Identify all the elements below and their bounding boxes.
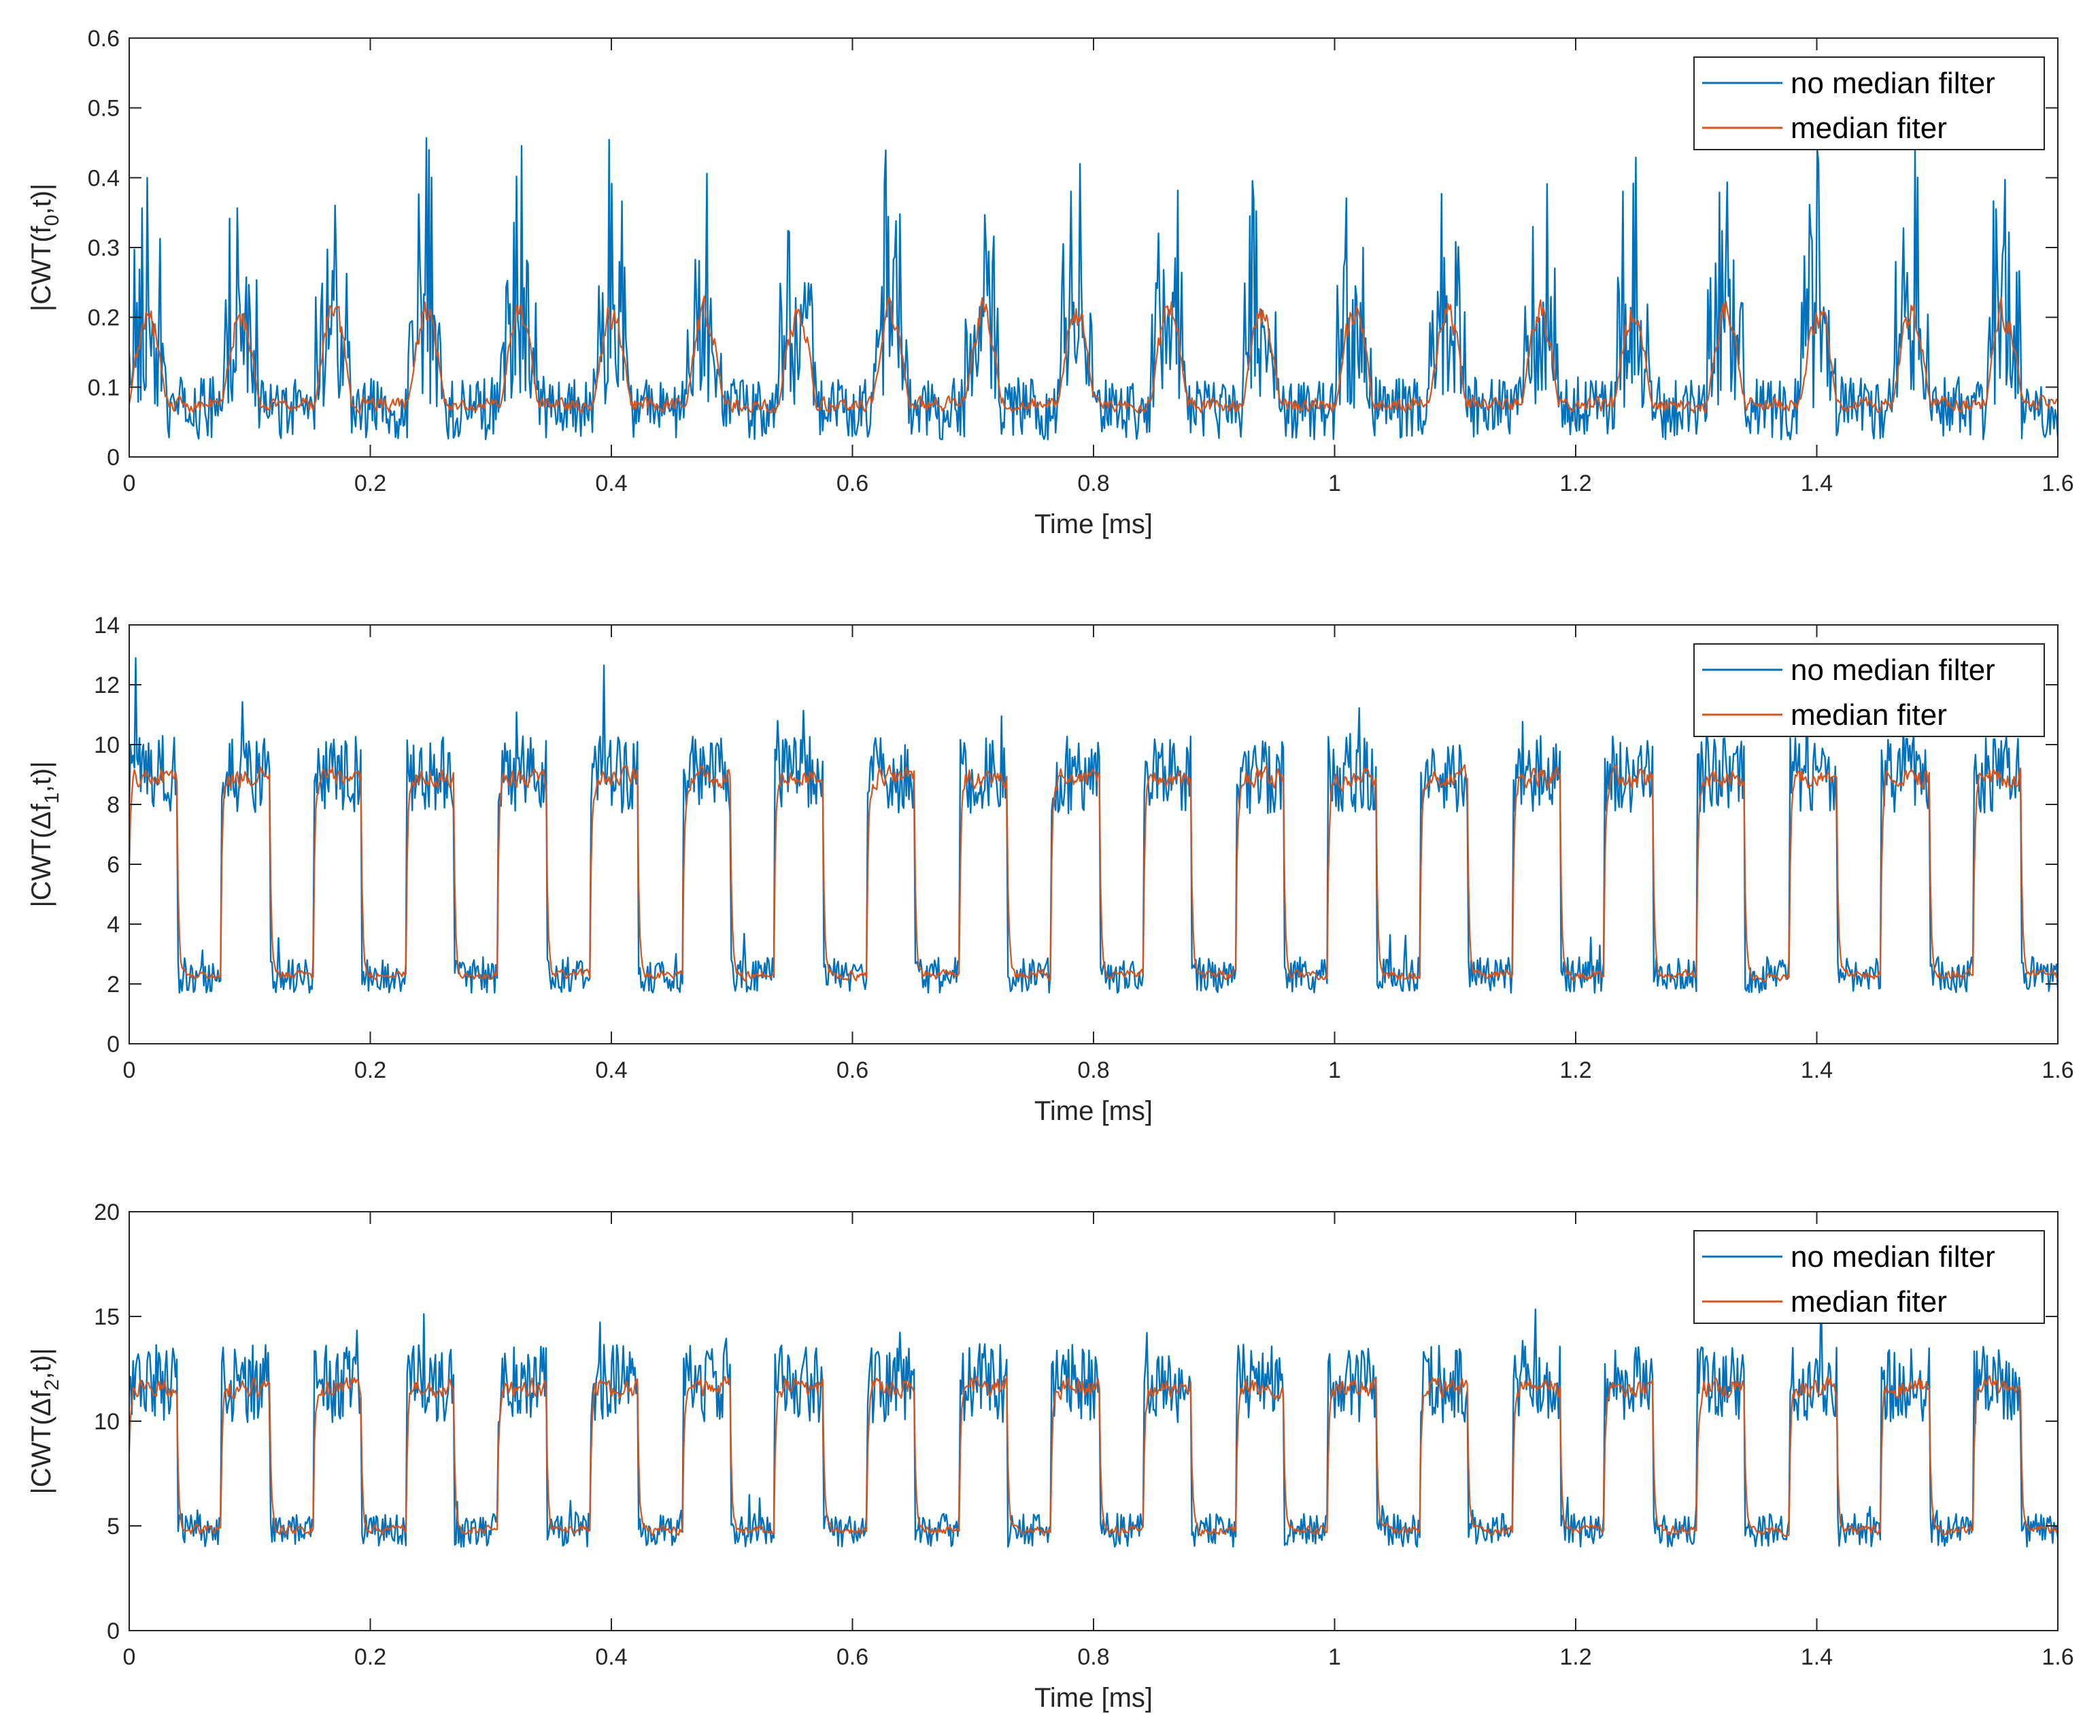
x-tick-label: 1.2 — [1559, 471, 1591, 496]
x-axis-title: Time [ms] — [1034, 1683, 1153, 1713]
y-tick-label: 5 — [107, 1514, 120, 1539]
x-tick-label: 0.6 — [836, 1057, 868, 1083]
y-tick-label: 8 — [107, 792, 120, 818]
y-tick-label: 0 — [107, 1032, 120, 1057]
x-tick-label: 1.4 — [1801, 1644, 1833, 1670]
x-tick-label: 0.8 — [1077, 1644, 1109, 1670]
x-axis-title: Time [ms] — [1034, 509, 1153, 539]
series-group — [129, 657, 2058, 994]
x-tick-label: 1 — [1328, 471, 1341, 496]
legend-label-no-median-filter: no median filter — [1791, 1240, 1995, 1274]
x-tick-label: 0 — [123, 1644, 136, 1670]
subplot-2-cwt-delta-f1: 0 0.2 0.4 0.6 0.8 1 1.2 1.4 1.6 0 2 4 6 8 10 12 14 Time [… — [27, 613, 2074, 1126]
y-tick-label: 10 — [94, 1409, 120, 1435]
x-tick-label: 0.8 — [1077, 1057, 1109, 1083]
x-tick-label: 1 — [1328, 1644, 1341, 1670]
y-tick-label: 0 — [107, 1618, 120, 1644]
series-group — [129, 137, 2058, 441]
y-tick-label: 0.2 — [88, 305, 120, 331]
y-tick-label: 15 — [94, 1304, 120, 1330]
y-tick-label: 0 — [107, 445, 120, 471]
subplot-3-cwt-delta-f2: 0 0.2 0.4 0.6 0.8 1 1.2 1.4 1.6 0 5 10 15 20 Time [ms]… — [27, 1199, 2074, 1713]
y-tick-label: 4 — [107, 912, 120, 938]
y-axis-title: |CWT(f0,t)| — [27, 184, 63, 312]
series-line-median-filter — [129, 1375, 2058, 1537]
legend-label-median-filter: median fiter — [1791, 112, 1947, 145]
x-tick-label: 0.6 — [836, 1644, 868, 1670]
x-tick-label: 1.6 — [2042, 1644, 2073, 1670]
x-tick-label: 0.8 — [1077, 471, 1109, 496]
legend-label-no-median-filter: no median filter — [1791, 653, 1995, 687]
series-group — [129, 1291, 2058, 1548]
legend-label-median-filter: median fiter — [1791, 698, 1947, 732]
x-tick-label: 0.4 — [595, 471, 627, 496]
x-tick-label: 1.4 — [1801, 471, 1833, 496]
y-tick-label: 0.5 — [88, 96, 120, 122]
subplot-1-cwt-f0: 0 0.2 0.4 0.6 0.8 1 1.2 1.4 1.6 0 0.1 0.2 0.3 0.4 0.5 0… — [27, 26, 2074, 539]
y-axis-title: |CWT(Δf2,t)| — [27, 1348, 63, 1494]
legend-box — [1693, 56, 2045, 150]
x-tick-label: 1.4 — [1801, 1057, 1833, 1083]
y-tick-label: 6 — [107, 852, 120, 878]
series-line-median-filter — [129, 295, 2058, 414]
series-line-no-median-filter — [129, 1291, 2058, 1548]
x-tick-label: 0.6 — [836, 471, 868, 496]
y-tick-label: 0.6 — [88, 26, 120, 52]
x-tick-label: 1.2 — [1559, 1057, 1591, 1083]
y-tick-label: 0.4 — [88, 165, 120, 191]
x-tick-label: 0.2 — [354, 1644, 386, 1670]
legend: no median filter median fiter — [1693, 1230, 2045, 1324]
series-line-median-filter — [129, 764, 2058, 983]
x-tick-label: 1 — [1328, 1057, 1341, 1083]
legend-box — [1693, 643, 2045, 737]
legend-label-median-filter: median fiter — [1791, 1285, 1947, 1318]
x-tick-label: 0 — [123, 1057, 136, 1083]
y-tick-label: 0.3 — [88, 235, 120, 261]
y-tick-label: 20 — [94, 1199, 120, 1225]
legend: no median filter median fiter — [1693, 643, 2045, 737]
x-tick-label: 0 — [123, 471, 136, 496]
y-tick-label: 2 — [107, 972, 120, 998]
y-tick-label: 12 — [94, 673, 120, 698]
x-tick-label: 1.6 — [2042, 1057, 2073, 1083]
legend-label-no-median-filter: no median filter — [1791, 67, 1995, 100]
legend-box — [1693, 1230, 2045, 1324]
x-tick-label: 1.6 — [2042, 471, 2073, 496]
x-tick-label: 0.2 — [354, 471, 386, 496]
y-axis-title: |CWT(Δf1,t)| — [27, 761, 63, 907]
x-tick-label: 0.4 — [595, 1057, 627, 1083]
x-axis-title: Time [ms] — [1034, 1096, 1153, 1126]
x-tick-label: 0.4 — [595, 1644, 627, 1670]
x-tick-label: 1.2 — [1559, 1644, 1591, 1670]
x-tick-label: 0.2 — [354, 1057, 386, 1083]
y-tick-label: 10 — [94, 732, 120, 758]
y-tick-label: 14 — [94, 613, 120, 639]
y-tick-label: 0.1 — [88, 375, 120, 401]
legend: no median filter median fiter — [1693, 56, 2045, 150]
